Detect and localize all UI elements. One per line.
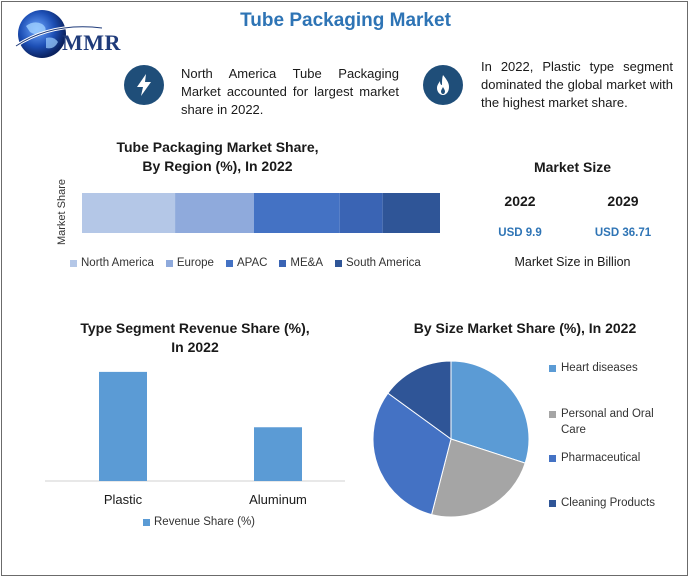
fact-left: North America Tube Packaging Market acco… [181, 66, 399, 117]
pie-legend-swatch [549, 411, 556, 418]
market-size-note: Market Size in Billion [514, 255, 631, 269]
region-title-line-2: By Region (%), In 2022 [142, 158, 293, 174]
region-title-line-1: Tube Packaging Market Share, [116, 139, 319, 155]
pie-slice-pharmaceutical [372, 392, 452, 516]
pie-legend-label: Pharmaceutical [561, 452, 641, 464]
region-legend: North America Europe APAC ME&A South America [70, 257, 450, 269]
region-legend-item-europe: Europe [165, 257, 214, 269]
region-legend-label: Europe [176, 257, 214, 269]
market-size-year-2022: 2022 [504, 193, 536, 209]
region-legend-swatch [70, 259, 77, 267]
pie-slice-cleaning-products [387, 360, 452, 440]
region-legend-label: North America [81, 257, 154, 269]
market-size-value-2022: USD 9.9 [498, 227, 542, 239]
pie-legend-swatch [549, 500, 556, 507]
size-pie-chart [372, 360, 530, 518]
region-bar-segment-europe [175, 193, 254, 233]
flame-icon [423, 65, 463, 105]
fact-right: In 2022, Plastic type segment dominated … [481, 59, 673, 110]
pie-legend-item-heart-diseases: Heart diseases [549, 360, 638, 376]
region-legend-label: ME&A [290, 257, 324, 269]
pie-chart-title: By Size Market Share (%), In 2022 [413, 320, 637, 336]
market-size-title: Market Size [533, 159, 612, 175]
region-legend-item-meanda: ME&A [279, 257, 323, 269]
region-bar-segment-north-america [82, 193, 176, 233]
pie-legend-item-cleaning-products: Cleaning Products [549, 495, 655, 511]
page-title: Tube Packaging Market [240, 10, 451, 31]
pie-legend-item-pharmaceutical: Pharmaceutical [549, 450, 640, 466]
region-legend-swatch [335, 259, 343, 267]
market-size-year-2029: 2029 [607, 193, 639, 209]
region-legend-swatch [165, 259, 173, 267]
type-legend-item: Revenue Share (%) [143, 516, 255, 528]
region-stacked-bar [82, 193, 440, 233]
type-bar-chart: Plastic Aluminum [45, 371, 345, 507]
pie-legend-swatch [549, 455, 556, 462]
region-chart-title: Tube Packaging Market Share, By Region (… [100, 138, 335, 176]
region-legend-label: South America [346, 257, 421, 269]
type-legend-swatch [143, 518, 150, 526]
pie-legend-label: Personal and Oral Care [561, 408, 654, 436]
market-size-value-2029: USD 36.71 [594, 227, 652, 239]
lightning-icon [124, 65, 164, 105]
pie-legend-label: Heart diseases [561, 362, 638, 374]
pie-legend-item-personal-and-oral-care: Personal and Oral Care [549, 406, 654, 438]
mmr-logo [15, 10, 103, 58]
type-tick-label-plastic: Plastic [104, 492, 143, 507]
type-legend-label: Revenue Share (%) [154, 516, 255, 528]
pie-slice-personal-and-oral-care [430, 438, 526, 518]
region-y-axis-label: Market Share [56, 178, 68, 246]
type-title-line-2: In 2022 [171, 339, 219, 355]
type-chart-title: Type Segment Revenue Share (%), In 2022 [60, 319, 330, 357]
region-legend-item-north-america: North America [70, 257, 154, 269]
region-legend-label: APAC [236, 257, 268, 269]
pie-slice-heart-diseases [450, 360, 530, 464]
type-bar-plastic [99, 371, 147, 481]
region-bar-segment-south-america [382, 193, 440, 233]
region-bar-segment-apac [253, 193, 340, 233]
region-legend-swatch [225, 259, 233, 267]
type-tick-label-aluminum: Aluminum [249, 492, 307, 507]
region-y-axis-label-box: Market Share [54, 178, 70, 250]
region-legend-item-south-america: South America [335, 257, 421, 269]
region-bar-segment-meanda [339, 193, 383, 233]
region-legend-swatch [279, 259, 287, 267]
logo-text: MMR [62, 30, 121, 55]
type-bar-aluminum [254, 427, 302, 481]
region-legend-item-apac: APAC [225, 257, 268, 269]
pie-legend-swatch [549, 365, 556, 372]
pie-legend-label: Cleaning Products [561, 497, 655, 509]
type-title-line-1: Type Segment Revenue Share (%), [80, 320, 310, 336]
